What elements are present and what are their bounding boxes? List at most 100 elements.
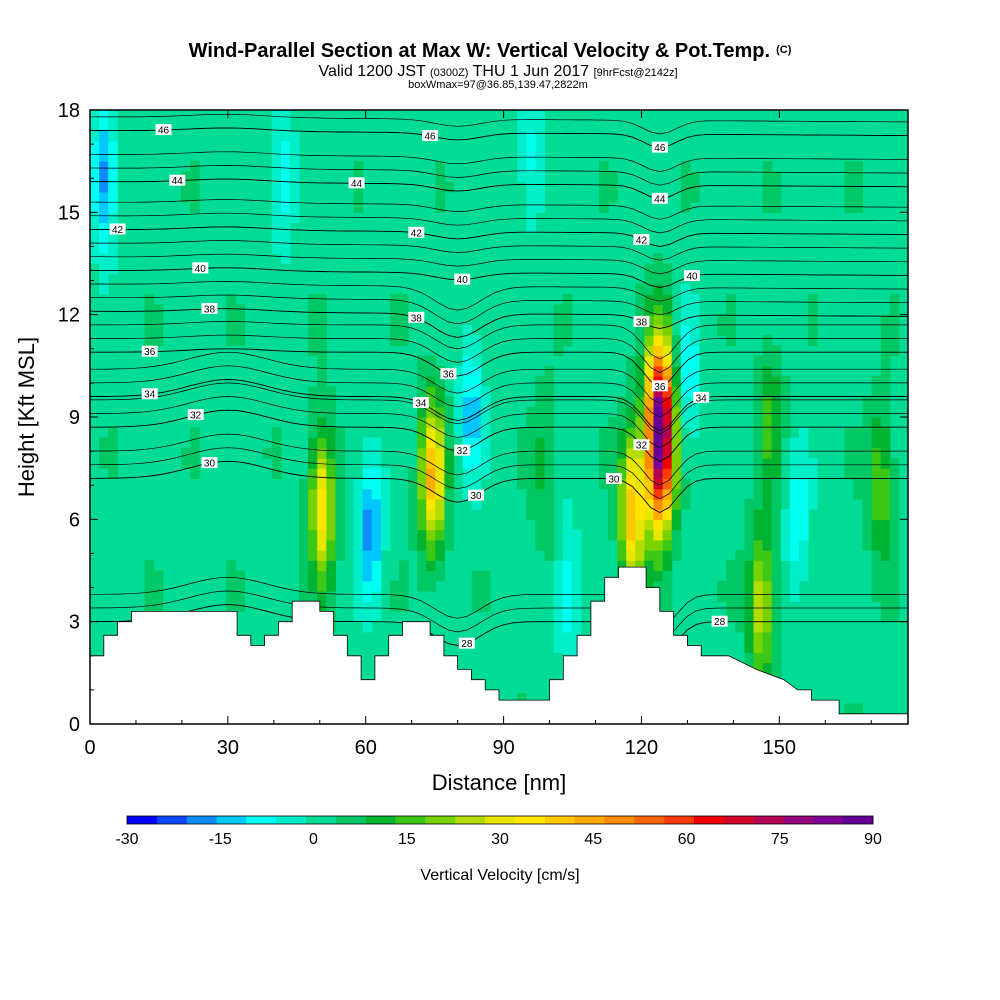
field-cell [889,345,900,357]
field-cell [426,396,436,408]
field-cell [871,406,882,418]
field-cell [371,550,382,561]
isentrope-minor [90,199,908,220]
field-cell [762,376,773,387]
field-cell [889,324,900,336]
field-cell [762,406,773,418]
field-cell [880,345,891,357]
field-cell [326,468,336,479]
field-cell [653,468,664,479]
field-cell [444,509,455,520]
isentrope-30 [90,460,908,514]
field-cell [771,611,782,623]
field-cell [308,304,318,316]
field-cell [535,202,546,213]
field-cell [880,509,891,520]
field-cell [689,406,700,418]
field-cell [480,406,491,418]
colorbar-frame [126,815,874,825]
field-cell [662,273,673,285]
field-cell [689,376,700,387]
field-cell [526,468,536,479]
field-cell [798,550,809,561]
field-cell [798,509,809,520]
field-cell [762,539,773,551]
field-cell [880,386,891,398]
field-cell [153,580,164,592]
field-cell [771,447,782,459]
field-cell [671,519,682,531]
field-cell [317,304,327,316]
field-cell [517,150,527,162]
field-cell [808,478,818,490]
field-cell [353,509,364,520]
field-cell [671,437,682,449]
field-cell [335,550,346,561]
field-cell [671,396,682,408]
field-cell [280,140,291,152]
field-cell [444,396,455,408]
field-cell [562,621,573,633]
field-cell [299,570,309,582]
field-cell [889,498,900,510]
field-cell [798,447,809,459]
field-cell [871,386,882,398]
field-cell [671,478,682,490]
field-cell [608,447,618,459]
field-cell [371,488,382,500]
field-cell [417,468,427,479]
field-cell [462,365,473,377]
field-cell [371,498,382,510]
velocity-field [90,110,900,724]
isentrope-minor [90,447,908,500]
field-cell [762,437,773,449]
field-cell [871,468,882,479]
field-cell [571,601,582,613]
field-cell [598,468,609,479]
contour-label-bg [155,124,172,136]
field-cell [671,498,682,510]
field-cell [480,396,491,408]
field-cell [608,181,618,193]
field-cell [108,447,118,459]
isentrope-minor [90,321,908,360]
field-cell [462,386,473,398]
field-cell [417,488,427,500]
field-cell [426,437,436,449]
field-cell [326,498,336,510]
isentrope-minor [90,151,908,172]
field-cell [798,529,809,541]
field-cell [417,417,427,428]
field-cell [326,447,336,459]
field-cell [689,294,700,306]
field-cell [753,662,764,674]
field-cell [226,570,237,582]
contour-label-bg [605,473,622,485]
field-cell [526,417,536,428]
colorbar-swatch [693,816,725,824]
field-cell [844,427,855,439]
field-cell [535,437,546,449]
field-cell [635,283,646,295]
field-cell [471,365,482,377]
field-cell [726,590,736,602]
field-cell [517,161,527,172]
field-cell [317,447,327,459]
field-cell [90,140,100,152]
field-cell [389,590,400,602]
field-cell [798,427,809,439]
field-cell [317,509,327,520]
terrain [90,566,908,724]
field-cell [544,437,555,449]
field-cell [662,396,673,408]
field-cell [308,468,318,479]
field-cell [789,447,800,459]
colorbar-swatch [514,816,546,824]
field-cell [435,447,446,459]
field-cell [644,457,655,469]
field-cell [471,498,482,510]
field-cell [844,181,855,193]
field-cell [317,365,327,377]
field-cell [380,478,391,490]
field-cell [435,171,446,183]
